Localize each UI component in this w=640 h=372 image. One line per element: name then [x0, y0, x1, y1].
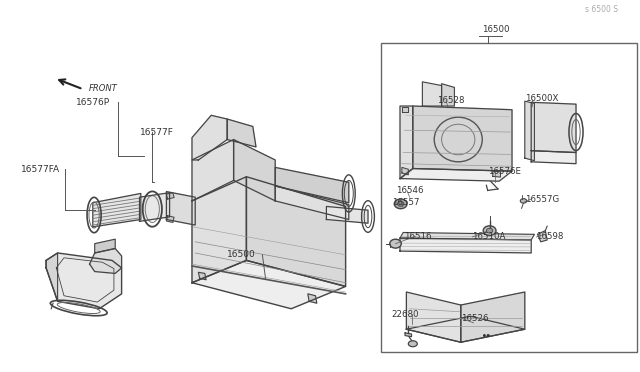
Polygon shape: [192, 177, 246, 283]
Text: s 6500 S: s 6500 S: [584, 5, 618, 14]
Polygon shape: [531, 151, 576, 164]
Polygon shape: [46, 253, 122, 309]
Text: 16500: 16500: [227, 250, 256, 259]
Text: 16576E: 16576E: [488, 167, 521, 176]
Polygon shape: [405, 333, 412, 337]
Polygon shape: [166, 216, 174, 222]
Polygon shape: [406, 292, 461, 342]
Text: 16598: 16598: [536, 232, 564, 241]
Polygon shape: [525, 101, 534, 161]
Text: 22680: 22680: [392, 310, 419, 319]
Polygon shape: [402, 167, 408, 175]
Polygon shape: [192, 115, 227, 160]
Text: 16500X: 16500X: [525, 94, 558, 103]
Ellipse shape: [390, 239, 401, 248]
Polygon shape: [400, 232, 534, 240]
Polygon shape: [402, 107, 408, 112]
Polygon shape: [442, 84, 454, 106]
Polygon shape: [422, 82, 442, 106]
Ellipse shape: [397, 201, 404, 206]
Text: 16528: 16528: [437, 96, 465, 105]
Text: 16557: 16557: [392, 198, 419, 207]
Polygon shape: [140, 193, 170, 221]
Polygon shape: [400, 169, 512, 181]
Text: 16576P: 16576P: [76, 98, 109, 107]
Polygon shape: [493, 171, 500, 177]
Ellipse shape: [520, 199, 527, 203]
Text: 16577F: 16577F: [140, 128, 173, 137]
Ellipse shape: [408, 341, 417, 347]
Text: 16510A: 16510A: [472, 232, 506, 241]
Polygon shape: [234, 140, 275, 201]
Polygon shape: [46, 253, 58, 301]
Polygon shape: [246, 177, 346, 286]
Polygon shape: [166, 193, 174, 199]
Text: ••: ••: [482, 332, 492, 341]
Polygon shape: [198, 272, 206, 280]
Polygon shape: [413, 106, 512, 171]
Ellipse shape: [394, 199, 407, 209]
Polygon shape: [538, 231, 547, 242]
Text: 16546: 16546: [396, 186, 424, 195]
Text: ••: ••: [482, 332, 491, 341]
Polygon shape: [93, 193, 141, 227]
Polygon shape: [531, 102, 576, 153]
Polygon shape: [308, 294, 317, 303]
Polygon shape: [326, 206, 368, 223]
Ellipse shape: [483, 226, 496, 235]
Polygon shape: [406, 316, 525, 342]
Polygon shape: [90, 248, 122, 273]
Polygon shape: [192, 260, 346, 309]
Polygon shape: [275, 186, 349, 219]
Text: 16500: 16500: [482, 25, 509, 34]
Polygon shape: [166, 192, 195, 225]
Ellipse shape: [486, 228, 493, 233]
Bar: [381, 43, 637, 352]
Polygon shape: [95, 239, 115, 253]
Polygon shape: [192, 140, 234, 201]
Polygon shape: [400, 238, 531, 253]
Text: FRONT: FRONT: [88, 84, 117, 93]
Polygon shape: [400, 106, 413, 179]
Text: 16577FA: 16577FA: [20, 165, 60, 174]
Polygon shape: [275, 167, 349, 203]
Polygon shape: [461, 292, 525, 342]
Text: 16526: 16526: [461, 314, 488, 323]
Polygon shape: [227, 119, 256, 147]
Text: 16557G: 16557G: [525, 195, 559, 203]
Text: 16516: 16516: [404, 232, 432, 241]
